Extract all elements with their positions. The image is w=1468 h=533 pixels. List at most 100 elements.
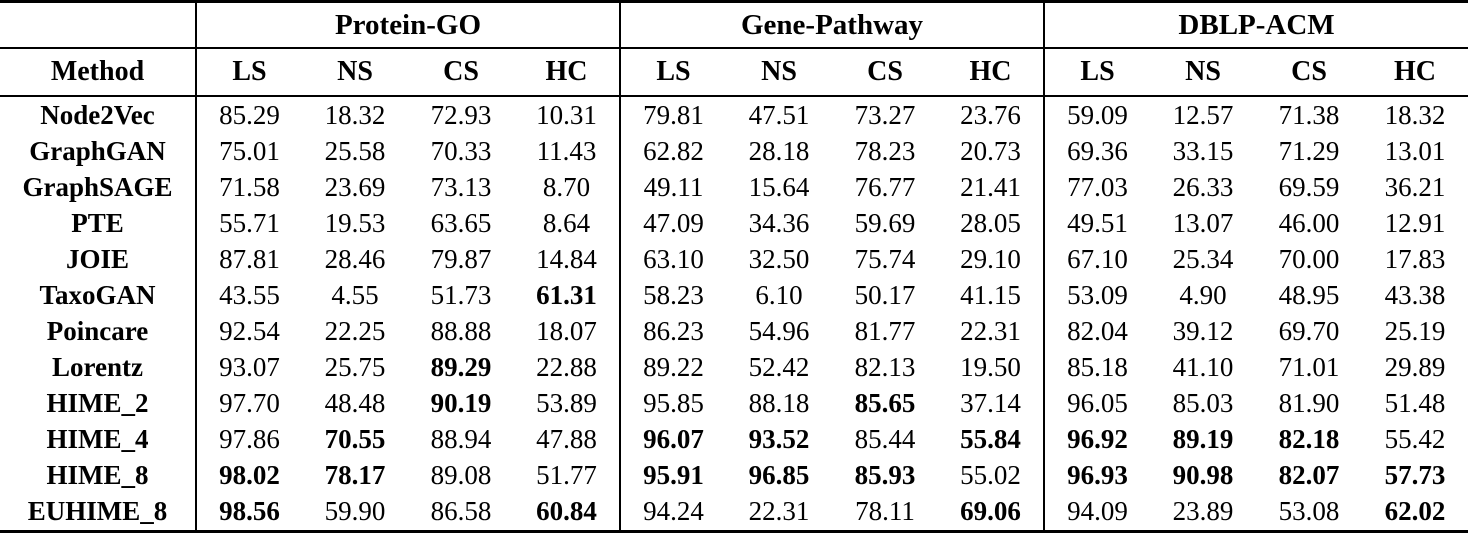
col-header-ls: LS [195, 48, 302, 97]
metric-value: 82.18 [1278, 424, 1340, 455]
metric-value: 48.48 [324, 388, 386, 419]
metric-value: 12.57 [1172, 99, 1234, 130]
metric-value: 57.73 [1384, 460, 1446, 491]
metric-value: 78.23 [854, 135, 916, 166]
method-name: Poincare [46, 316, 149, 346]
metric-value: 39.12 [1172, 316, 1234, 346]
method-name: TaxoGAN [39, 279, 156, 310]
table-row: GraphSAGE 71.58 23.69 73.13 8.70 49.11 15.64 76… [0, 169, 1468, 206]
metric-value: 51.77 [536, 460, 597, 491]
table-body: Node2Vec 85.29 18.32 72.93 10.31 79.81 47.51 73… [0, 96, 1468, 532]
metric-value: 67.10 [1043, 241, 1151, 278]
col-header-cs: CS [832, 48, 938, 97]
metric-value: 49.11 [619, 169, 726, 206]
metric-value: 63.10 [619, 241, 726, 278]
metric-value: 33.15 [1172, 135, 1234, 166]
table-row: GraphGAN 75.01 25.58 70.33 11.43 62.82 28.18 78… [0, 133, 1468, 170]
metric-value: 97.86 [195, 421, 302, 458]
metric-value: 61.31 [536, 279, 597, 310]
method-name: GraphSAGE [22, 171, 173, 202]
col-header-hc: HC [1362, 48, 1468, 97]
group-header-protein-go: Protein-GO [195, 1, 620, 49]
metric-value: 85.65 [854, 388, 916, 419]
metric-value: 13.07 [1172, 207, 1234, 238]
metric-value: 98.02 [195, 457, 302, 494]
metric-value: 50.17 [854, 279, 916, 310]
metric-value: 98.56 [195, 493, 302, 532]
metric-value: 85.29 [195, 96, 302, 134]
metric-value: 23.76 [960, 99, 1021, 130]
method-header-spacer [0, 1, 196, 49]
metric-value: 18.32 [1384, 99, 1446, 130]
method-column-header: Method [0, 48, 196, 97]
metric-value: 85.93 [854, 460, 916, 491]
table-row: Lorentz 93.07 25.75 89.29 22.88 89.22 52.42 82.… [0, 349, 1468, 386]
metric-value: 62.82 [619, 133, 726, 170]
metric-value: 25.58 [324, 135, 386, 166]
metric-value: 55.84 [960, 424, 1021, 455]
metric-value: 82.07 [1278, 460, 1340, 491]
metric-value: 95.85 [619, 385, 726, 422]
metric-value: 34.36 [748, 207, 810, 238]
metric-value: 89.08 [430, 460, 492, 491]
metric-value: 4.55 [331, 279, 379, 310]
col-header-ns: NS [1150, 48, 1257, 97]
metric-value: 25.34 [1172, 243, 1234, 274]
metric-value: 79.87 [430, 243, 492, 274]
metric-value: 41.15 [960, 279, 1021, 310]
metric-value: 47.88 [536, 424, 597, 455]
metric-value: 25.75 [324, 352, 386, 383]
metric-value: 59.09 [1043, 96, 1151, 134]
method-name: Lorentz [52, 352, 143, 383]
table-row: Poincare 92.54 22.25 88.88 18.07 86.23 54.96 81… [0, 313, 1468, 350]
metric-value: 18.07 [536, 316, 597, 346]
group-header-dblp-acm: DBLP-ACM [1043, 1, 1468, 49]
metric-value: 77.03 [1043, 169, 1151, 206]
metric-value: 71.29 [1278, 135, 1340, 166]
metric-value: 70.00 [1278, 243, 1340, 274]
metric-value: 28.46 [324, 243, 386, 274]
metric-value: 49.51 [1043, 205, 1151, 242]
metric-value: 78.17 [324, 460, 386, 491]
metric-value: 36.21 [1384, 171, 1446, 202]
metric-value: 18.32 [324, 99, 386, 130]
metric-value: 87.81 [195, 241, 302, 278]
metric-value: 59.90 [324, 496, 386, 527]
metric-value: 32.50 [748, 243, 810, 274]
metric-value: 69.59 [1278, 171, 1340, 202]
metric-value: 17.83 [1384, 243, 1446, 274]
metric-value: 96.92 [1043, 421, 1151, 458]
method-name: Node2Vec [40, 99, 155, 130]
metric-value: 70.33 [430, 135, 492, 166]
metric-value: 47.09 [619, 205, 726, 242]
table-row: HIME_2 97.70 48.48 90.19 53.89 95.85 88.18 85.6… [0, 385, 1468, 422]
metric-value: 69.06 [960, 496, 1021, 527]
metric-value: 78.11 [855, 496, 915, 527]
metric-value: 22.88 [536, 352, 597, 383]
metric-value: 89.22 [619, 349, 726, 386]
metric-value: 94.09 [1043, 493, 1151, 532]
metric-value: 53.09 [1043, 277, 1151, 314]
metric-value: 73.27 [854, 99, 916, 130]
metric-value: 69.36 [1043, 133, 1151, 170]
table-row: HIME_4 97.86 70.55 88.94 47.88 96.07 93.52 85.4… [0, 421, 1468, 458]
metric-value: 71.58 [195, 169, 302, 206]
col-header-ls: LS [1043, 48, 1151, 97]
metric-value: 93.52 [748, 424, 810, 455]
metric-value: 41.10 [1172, 352, 1234, 383]
metric-value: 58.23 [619, 277, 726, 314]
metric-value: 53.08 [1278, 496, 1340, 527]
metric-value: 12.91 [1384, 207, 1446, 238]
metric-value: 29.10 [960, 243, 1021, 274]
metric-value: 53.89 [536, 388, 597, 419]
method-name: GraphGAN [29, 135, 166, 166]
metric-value: 8.70 [542, 171, 591, 202]
method-name: HIME_4 [46, 424, 149, 455]
metric-value: 20.73 [960, 135, 1021, 166]
metric-value: 96.05 [1043, 385, 1151, 422]
table-header: Protein-GO Gene-Pathway DBLP-ACM Method … [0, 1, 1468, 97]
col-header-hc: HC [514, 48, 620, 97]
metric-value: 22.31 [748, 496, 810, 527]
metric-value: 10.31 [536, 99, 597, 130]
